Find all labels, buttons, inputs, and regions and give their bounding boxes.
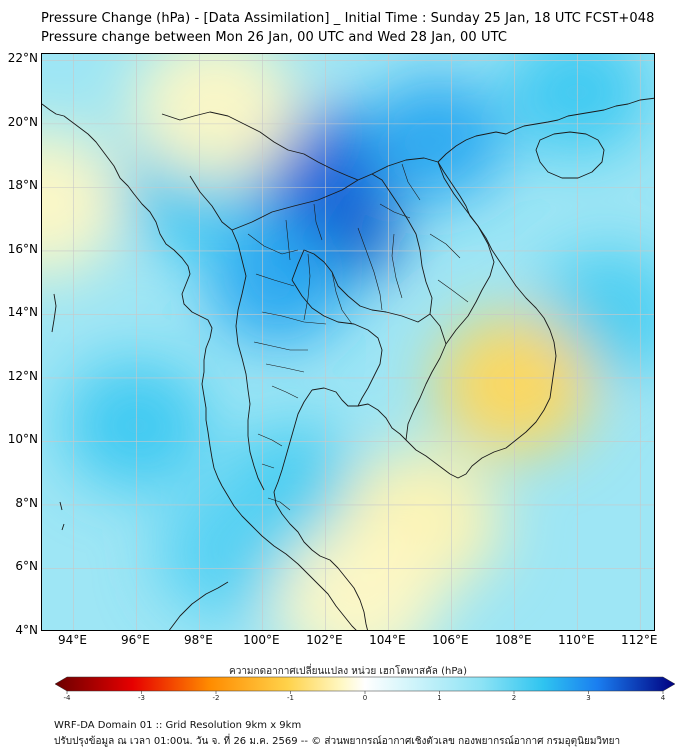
field-blob-fall-central-thailand — [208, 220, 349, 346]
lat-tick-label: 18°N — [7, 178, 38, 193]
coastline-gulf-west — [273, 389, 368, 630]
lat-tick-label: 6°N — [15, 559, 38, 574]
lon-tick-label: 94°E — [58, 633, 87, 647]
colorbar-tick-label: -1 — [287, 694, 294, 702]
colorbar-gradient — [55, 676, 675, 692]
border-laos-vietnam — [371, 157, 495, 345]
field-blob-fall-malay-north — [157, 486, 305, 619]
lat-tick-label: 4°N — [15, 623, 38, 637]
andaman-islands — [51, 293, 65, 531]
border-thailand-myanmar — [189, 175, 265, 491]
field-blob-rise-malay-coast — [273, 525, 441, 630]
colorbar-tick-label: 3 — [586, 694, 591, 702]
field-blob-rise-myanmar-north — [131, 54, 299, 183]
graticule — [42, 54, 654, 630]
pressure-change-map — [42, 54, 654, 630]
colorbar-ticks — [66, 691, 664, 694]
colorbar-tick-label: -3 — [138, 694, 145, 702]
colorbar-tick-label: 1 — [437, 694, 442, 702]
map-title-line2: Pressure change between Mon 26 Jan, 00 U… — [41, 30, 508, 45]
lon-tick-label: 96°E — [121, 633, 150, 647]
laos-province-lines — [379, 163, 469, 303]
lon-tick-label: 110°E — [558, 633, 595, 647]
field-blob-fall-vietnam-north — [365, 77, 506, 203]
map-plot-area — [41, 53, 655, 631]
border-thailand-cambodia — [291, 279, 383, 407]
lat-tick-label: 8°N — [15, 495, 38, 510]
colorbar-tick-label: 0 — [362, 694, 368, 702]
border-myanmar-north — [161, 111, 359, 181]
colorbar-title: ความกดอากาศเปลี่ยนแปลง หน่วย เฮกโตพาสคัล… — [229, 666, 467, 677]
lat-tick-label: 20°N — [7, 114, 38, 129]
sumatra-coast — [168, 581, 229, 630]
lat-tick-label: 22°N — [7, 51, 38, 66]
colorbar-tick-label: -4 — [63, 694, 71, 702]
field-blob-rise-west-edge — [42, 128, 126, 278]
lat-tick-label: 16°N — [7, 241, 38, 256]
footer-update-info: ปรับปรุงข้อมูล ณ เวลา 01:00น. วัน จ. ที่… — [54, 736, 621, 747]
colorbar-tick-label: 4 — [660, 694, 666, 702]
coastline-malay-west — [221, 485, 357, 630]
colorbar — [55, 676, 675, 694]
hainan-island — [535, 131, 605, 179]
coastlines-and-borders — [42, 97, 654, 630]
lat-tick-label: 14°N — [7, 305, 38, 320]
lon-tick-label: 98°E — [183, 633, 213, 647]
map-title-line1: Pressure Change (hPa) - [Data Assimilati… — [41, 11, 655, 26]
lon-tick-label: 106°E — [432, 633, 469, 647]
lon-tick-label: 108°E — [495, 633, 532, 647]
lon-tick-label: 102°E — [306, 633, 343, 647]
lon-tick-label: 104°E — [369, 633, 406, 647]
border-cambodia-vietnam — [405, 313, 447, 441]
colorbar-tick-label: 2 — [511, 694, 517, 702]
colorbar-tick-label: -2 — [212, 694, 220, 702]
footer-model-info: WRF-DA Domain 01 :: Grid Resolution 9km … — [54, 720, 302, 731]
lat-tick-label: 12°N — [7, 368, 38, 383]
lat-tick-label: 10°N — [7, 432, 38, 447]
pressure-field-layer — [42, 54, 654, 630]
province-lines — [247, 203, 403, 511]
coastline-myanmar-west — [42, 103, 223, 487]
coastline-south-china — [437, 97, 654, 163]
lon-tick-label: 100°E — [243, 633, 280, 647]
lon-tick-label: 112°E — [621, 633, 658, 647]
coastline-gulf-north — [311, 387, 451, 475]
